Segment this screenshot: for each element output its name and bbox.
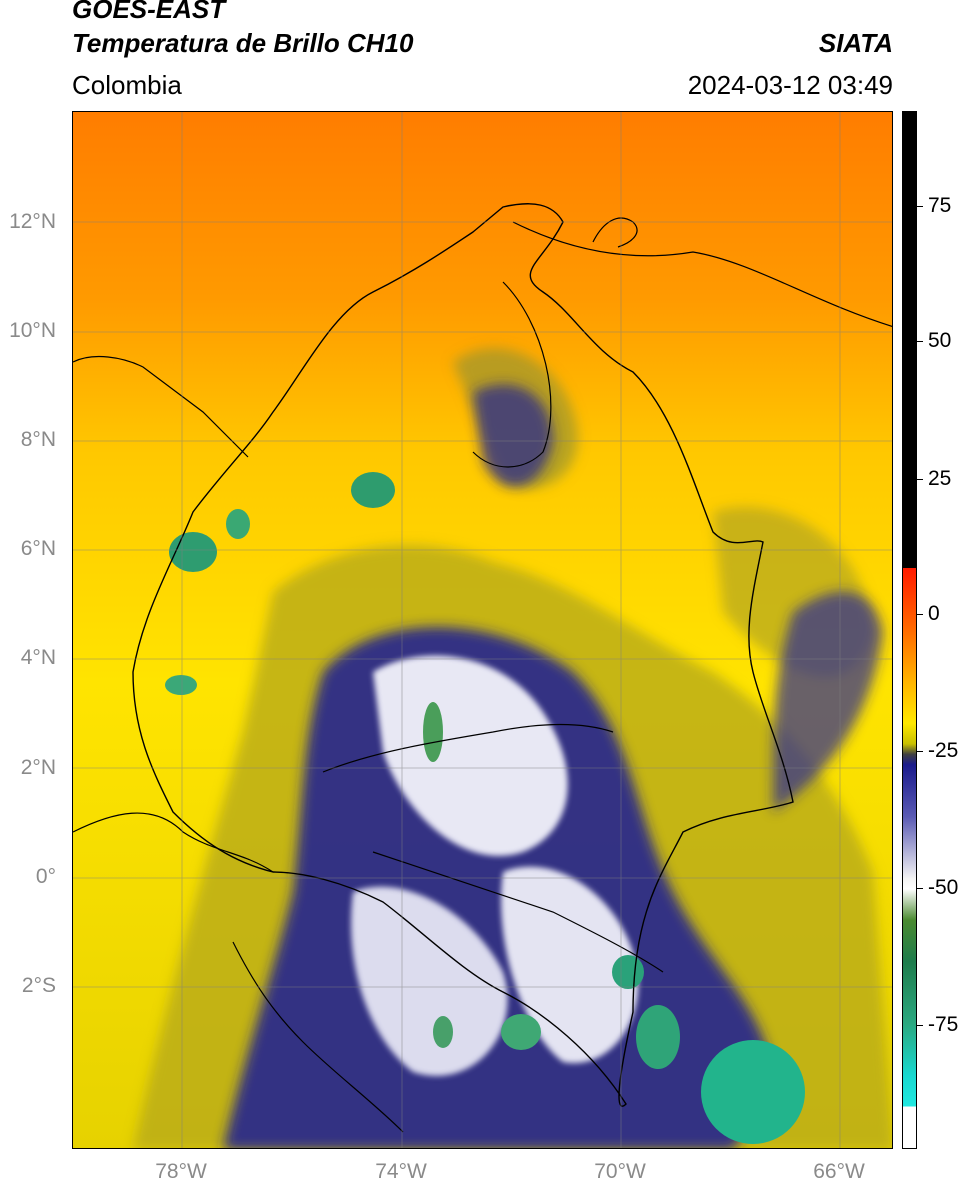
colorbar-tick	[917, 341, 923, 342]
lat-label: 10°N	[9, 319, 56, 342]
colorbar-tick	[917, 206, 923, 207]
graticule	[73, 112, 892, 1148]
brand-label: SIATA	[818, 28, 893, 58]
lon-label: 66°W	[813, 1160, 865, 1183]
cloud-band-blue	[223, 384, 883, 1148]
colorbar-label: 75	[928, 194, 952, 217]
colorbar-label: 50	[928, 329, 952, 352]
satellite-title: GOES-EAST	[72, 0, 226, 24]
colorbar-tick	[917, 888, 923, 889]
lon-label: 70°W	[594, 1160, 646, 1183]
cold-cloud-tops	[351, 655, 639, 1076]
colorbar-tick	[917, 614, 923, 615]
lon-label: 78°W	[155, 1160, 207, 1183]
colorbar-tick	[917, 479, 923, 480]
colorbar-label: -50	[928, 876, 959, 899]
lat-label: 0°	[35, 865, 56, 888]
map-canvas	[73, 112, 892, 1148]
lat-label: 2°S	[21, 974, 56, 997]
cold-cores	[165, 472, 805, 1144]
colorbar-label: -25	[928, 739, 959, 762]
lat-label: 4°N	[20, 646, 56, 669]
colorbar-label: -75	[928, 1013, 959, 1036]
timestamp-label: 2024-03-12 03:49	[687, 70, 893, 100]
colorbar	[902, 111, 917, 1149]
lat-label: 12°N	[9, 210, 56, 233]
lat-label: 6°N	[20, 537, 56, 560]
product-title: Temperatura de Brillo CH10	[72, 28, 414, 58]
colorbar-label: 25	[928, 467, 952, 490]
colorbar-tick	[917, 751, 923, 752]
borders	[73, 203, 892, 1133]
colorbar-tick	[917, 1025, 923, 1026]
satellite-map	[72, 111, 893, 1149]
lon-label: 74°W	[375, 1160, 427, 1183]
lat-label: 2°N	[20, 756, 56, 779]
colorbar-label: 0	[928, 602, 940, 625]
lat-label: 8°N	[20, 428, 56, 451]
region-label: Colombia	[72, 70, 182, 100]
